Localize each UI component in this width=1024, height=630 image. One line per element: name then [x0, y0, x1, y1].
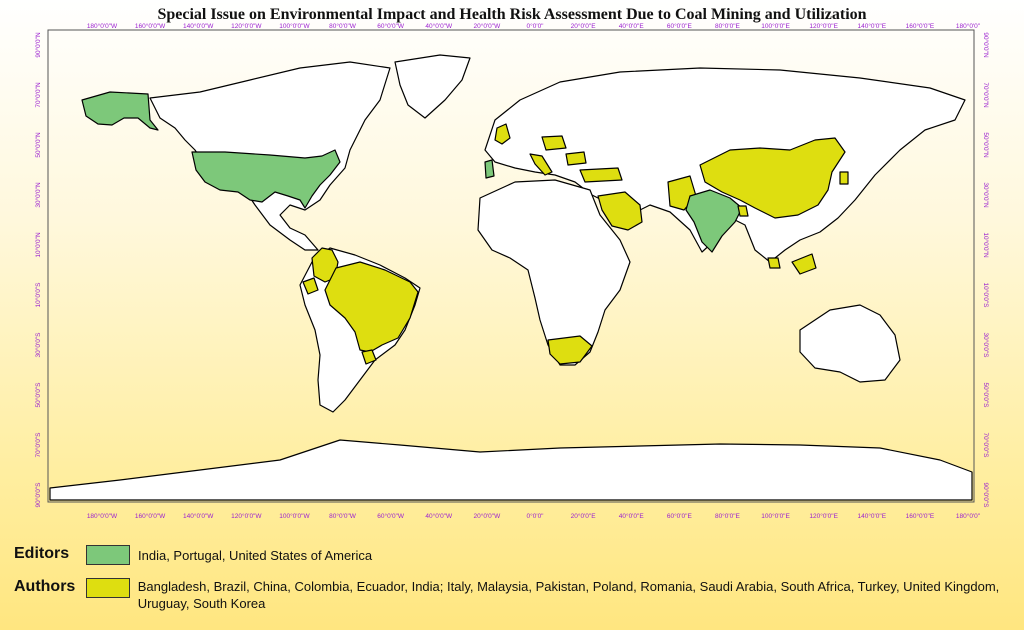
- longitude-label: 100°0'0"W: [279, 22, 310, 30]
- region-poland: [541, 135, 567, 151]
- longitude-label: 140°0'0"E: [857, 22, 886, 30]
- longitude-label: 20°0'0"W: [474, 512, 502, 520]
- latitude-label: 70°0'0"S: [34, 432, 42, 458]
- region-uruguay: [361, 349, 377, 365]
- latitude-label: 70°0'0"S: [982, 433, 990, 459]
- latitude-label: 10°0'0"S: [982, 283, 990, 309]
- longitude-label: 40°0'0"W: [425, 22, 453, 30]
- longitude-label: 120°0'0"W: [231, 512, 262, 520]
- region-romania: [565, 151, 587, 166]
- latitude-label: 30°0'0"N: [34, 182, 42, 208]
- legend-editors-countries: India, Portugal, United States of Americ…: [138, 548, 373, 563]
- longitude-label: 20°0'0"E: [571, 512, 597, 520]
- longitude-label: 100°0'0"E: [761, 512, 790, 520]
- land-antarctica: [49, 439, 973, 501]
- longitude-label: 80°0'0"W: [329, 22, 357, 30]
- region-bangladesh: [737, 205, 749, 217]
- latitude-label: 70°0'0"N: [982, 82, 990, 108]
- longitude-labels-top: 180°0'0"W 160°0'0"W 140°0'0"W 120°0'0"W 100°…: [87, 22, 981, 30]
- longitude-label: 180°0'0"W: [87, 22, 118, 30]
- longitude-label: 100°0'0"W: [279, 512, 310, 520]
- latitude-label: 10°0'0"N: [982, 232, 990, 258]
- longitude-label: 140°0'0"W: [183, 512, 214, 520]
- longitude-label: 20°0'0"E: [571, 22, 597, 30]
- latitude-label: 50°0'0"S: [982, 383, 990, 409]
- longitude-label: 160°0'0"E: [906, 22, 935, 30]
- latitude-label: 10°0'0"S: [34, 282, 42, 308]
- longitude-label: 180°0'0": [956, 22, 981, 30]
- longitude-label: 40°0'0"E: [619, 22, 645, 30]
- land-australia: [799, 304, 901, 383]
- longitude-label: 100°0'0"E: [761, 22, 790, 30]
- longitude-label: 120°0'0"W: [231, 22, 262, 30]
- legend-authors-countries: Bangladesh, Brazil, China, Colombia, Ecu…: [137, 579, 1000, 611]
- region-china: [699, 137, 846, 219]
- legend-authors-swatch: [85, 578, 130, 598]
- region-malaysia: [767, 253, 817, 275]
- longitude-label: 60°0'0"E: [667, 512, 693, 520]
- longitude-label: 60°0'0"W: [377, 22, 405, 30]
- region-portugal: [484, 159, 495, 179]
- longitude-label: 180°0'0"W: [87, 512, 118, 520]
- latitude-label: 90°0'0"N: [982, 32, 990, 58]
- longitude-label: 160°0'0"E: [906, 512, 935, 520]
- longitude-label: 180°0'0": [956, 512, 981, 520]
- region-italy: [529, 153, 553, 176]
- longitude-label: 60°0'0"W: [377, 512, 405, 520]
- latitude-label: 30°0'0"N: [982, 182, 990, 208]
- longitude-label: 0°0'0": [527, 22, 545, 30]
- legend-editors-label: Editors: [14, 545, 70, 562]
- longitude-label: 120°0'0"E: [809, 512, 838, 520]
- latitude-label: 30°0'0"S: [34, 332, 42, 358]
- region-brazil: [324, 261, 419, 353]
- longitude-label: 20°0'0"W: [474, 22, 502, 30]
- region-united-kingdom: [494, 123, 511, 145]
- legend-editors-swatch: [86, 545, 130, 565]
- land-africa: [477, 179, 631, 366]
- region-ecuador: [302, 277, 319, 295]
- longitude-label: 140°0'0"E: [857, 512, 886, 520]
- legend-authors-label: Authors: [14, 578, 76, 595]
- longitude-label: 160°0'0"W: [135, 22, 166, 30]
- longitude-label: 120°0'0"E: [809, 22, 838, 30]
- longitude-label: 80°0'0"W: [329, 512, 357, 520]
- longitude-labels-bottom: 180°0'0"W 160°0'0"W 140°0'0"W 120°0'0"W 100°…: [87, 512, 981, 520]
- region-india: [685, 189, 743, 253]
- longitude-label: 160°0'0"W: [135, 512, 166, 520]
- latitude-label: 90°0'0"S: [982, 483, 990, 509]
- longitude-label: 80°0'0"E: [715, 512, 741, 520]
- region-saudi-arabia: [597, 191, 643, 231]
- latitude-label: 70°0'0"N: [34, 82, 42, 108]
- map-title: Special Issue on Environmental Impact an…: [157, 6, 867, 23]
- latitude-label: 50°0'0"N: [982, 132, 990, 158]
- latitude-labels-right: 90°0'0"N 70°0'0"N 50°0'0"N 30°0'0"N 10°0'0"N…: [982, 32, 990, 508]
- region-south-korea: [839, 171, 849, 185]
- longitude-label: 40°0'0"E: [619, 512, 645, 520]
- legend-editors: Editors India, Portugal, United States o…: [14, 545, 372, 565]
- longitude-label: 40°0'0"W: [425, 512, 453, 520]
- longitude-label: 80°0'0"E: [715, 22, 741, 30]
- latitude-label: 30°0'0"S: [982, 333, 990, 359]
- latitude-labels-left: 90°0'0"N 70°0'0"N 50°0'0"N 30°0'0"N 10°0'0"N…: [34, 32, 42, 507]
- latitude-label: 10°0'0"N: [34, 232, 42, 258]
- latitude-label: 50°0'0"N: [34, 132, 42, 158]
- region-turkey: [579, 167, 623, 183]
- region-usa: [191, 149, 341, 209]
- legend-authors: Authors Bangladesh, Brazil, China, Colom…: [14, 578, 1014, 612]
- region-alaska: [81, 91, 159, 131]
- latitude-label: 90°0'0"S: [34, 482, 42, 508]
- latitude-label: 50°0'0"S: [34, 382, 42, 408]
- latitude-label: 90°0'0"N: [34, 32, 42, 58]
- region-south-africa: [547, 335, 593, 365]
- longitude-label: 60°0'0"E: [667, 22, 693, 30]
- land-greenland: [394, 54, 471, 119]
- longitude-label: 140°0'0"W: [183, 22, 214, 30]
- longitude-label: 0°0'0": [527, 512, 545, 520]
- map-frame: [47, 29, 975, 503]
